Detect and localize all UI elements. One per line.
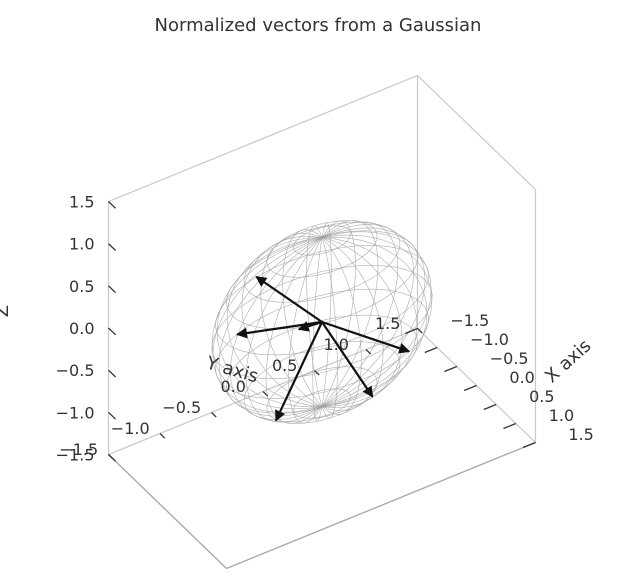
y-tick xyxy=(417,328,423,334)
sphere-meridian xyxy=(226,237,323,407)
x-tick xyxy=(424,346,438,354)
vector-arrow xyxy=(297,320,323,332)
z-tick-label: −0.5 xyxy=(56,361,95,380)
z-axis-label: Z xyxy=(0,305,13,317)
x-tick xyxy=(483,403,497,411)
vector-arrow xyxy=(255,275,323,323)
chart-title: Normalized vectors from a Gaussian xyxy=(154,15,482,36)
y-tick xyxy=(262,391,269,397)
sphere-meridian xyxy=(211,237,323,410)
vector-arrows xyxy=(236,275,411,422)
y-tick-label: −1.5 xyxy=(59,440,98,459)
sphere-meridian xyxy=(321,237,362,415)
z-tick-label: −1.0 xyxy=(56,403,95,422)
sphere-meridian xyxy=(288,237,323,424)
y-tick-label: 1.5 xyxy=(375,314,400,333)
vector-arrow xyxy=(321,321,374,398)
x-tick-label: −0.5 xyxy=(490,349,529,368)
sphere-meridian xyxy=(265,237,323,424)
y-tick-label: 0.0 xyxy=(221,377,246,396)
sphere-latitude xyxy=(243,341,401,422)
sphere-meridian xyxy=(321,237,384,411)
sphere-meridian xyxy=(212,237,323,413)
x-tick-label: 0.0 xyxy=(509,368,534,387)
x-tick-label: 1.5 xyxy=(568,425,593,444)
x-tick xyxy=(522,441,536,449)
y-tick xyxy=(159,433,166,439)
axis-ticks: −1.5−1.0−0.50.00.51.01.5−1.5−1.0−0.50.00… xyxy=(0,193,595,465)
y-tick xyxy=(211,412,217,418)
sphere-wireframe xyxy=(211,220,433,424)
sphere-meridian xyxy=(312,237,323,422)
sphere-meridian xyxy=(321,222,332,407)
sphere-meridian xyxy=(321,223,414,407)
z-tick xyxy=(108,201,117,209)
z-tick-label: 0.0 xyxy=(69,319,94,338)
sphere-meridian xyxy=(282,229,323,407)
sphere-meridian xyxy=(321,220,379,407)
y-tick xyxy=(314,370,320,376)
y-tick xyxy=(365,349,372,355)
z-tick-label: 0.5 xyxy=(69,277,94,296)
x-tick-label: 1.0 xyxy=(549,406,574,425)
z-tick-label: 1.5 xyxy=(69,193,94,212)
x-tick xyxy=(503,422,517,430)
sphere-meridian xyxy=(321,237,338,419)
z-tick xyxy=(108,454,117,462)
sphere-meridian xyxy=(321,234,433,407)
y-tick-label: −1.0 xyxy=(111,419,150,438)
pane-edge xyxy=(417,75,536,190)
x-tick-label: −1.5 xyxy=(450,311,489,330)
x-tick xyxy=(404,327,418,335)
sphere-meridian xyxy=(241,235,323,407)
z-tick xyxy=(108,369,117,378)
x-axis-line xyxy=(226,441,536,570)
vector-arrow xyxy=(274,321,323,422)
vector-arrow xyxy=(321,320,411,354)
x-axis-label: X axis xyxy=(541,335,595,387)
sphere-meridian xyxy=(321,231,432,407)
sphere-meridian xyxy=(260,233,323,407)
x-tick-label: 0.5 xyxy=(529,387,554,406)
sphere-meridian xyxy=(321,237,403,409)
sphere-latitude xyxy=(243,222,401,303)
z-tick xyxy=(108,285,117,294)
x-tick-label: −1.0 xyxy=(470,330,509,349)
sphere-meridian xyxy=(218,237,323,417)
sphere-meridian xyxy=(321,227,426,407)
z-tick xyxy=(108,327,117,336)
z-tick-label: −1.5 xyxy=(56,445,95,464)
sphere-meridian xyxy=(306,225,323,407)
z-tick-label: 1.0 xyxy=(69,235,94,254)
x-tick xyxy=(463,384,477,392)
z-tick xyxy=(108,243,117,251)
y-tick-label: 0.5 xyxy=(272,356,297,375)
pane-edge xyxy=(108,74,418,203)
y-tick-label: −0.5 xyxy=(162,398,201,417)
x-tick xyxy=(444,365,458,373)
y-axis-line xyxy=(108,453,227,569)
z-tick xyxy=(108,411,117,420)
sphere-meridian xyxy=(321,220,356,407)
